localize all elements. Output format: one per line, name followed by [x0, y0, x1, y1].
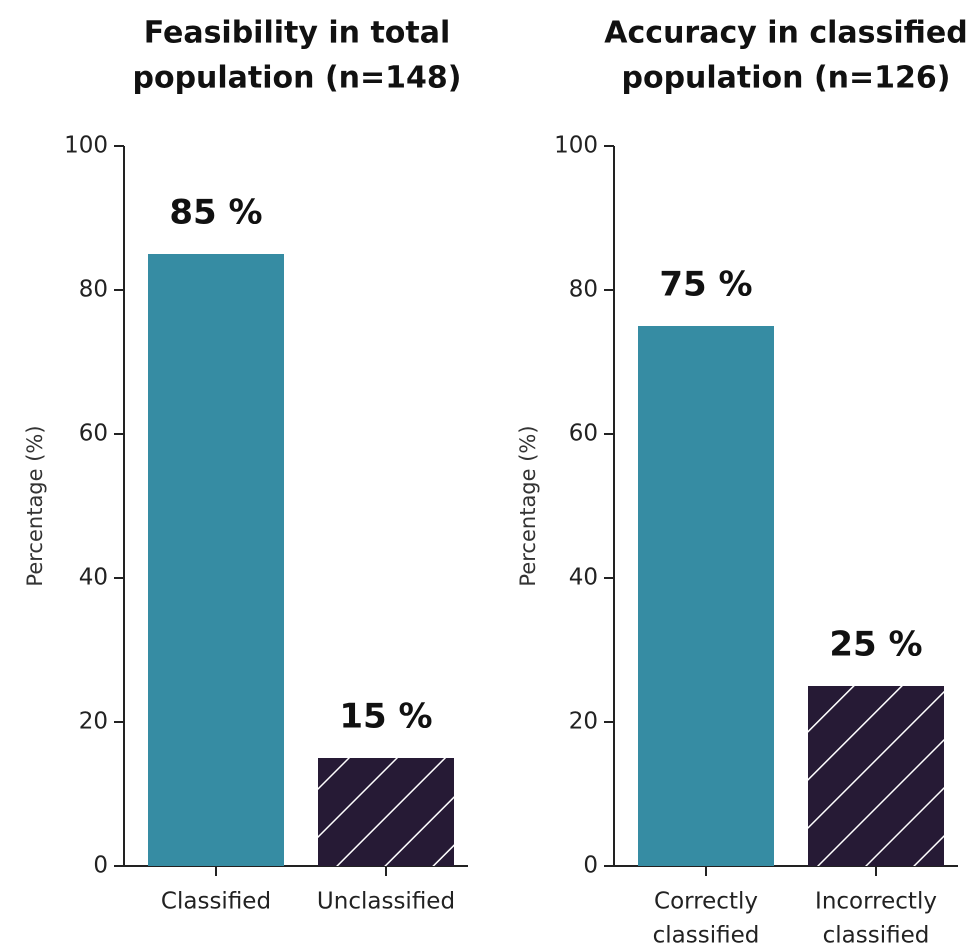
y-tick-label: 100: [64, 133, 108, 159]
bar-value-label: 25 %: [829, 625, 922, 665]
x-category-label: classified: [653, 923, 760, 949]
chart-title-line: Accuracy in classified: [604, 16, 967, 51]
bar-2: [318, 758, 454, 866]
chart-title-line: population (n=148): [132, 61, 461, 96]
chart-panel-1: Feasibility in total population (n=148) 0 2…: [23, 16, 468, 915]
x-category-label: Correctly: [654, 889, 758, 915]
bar-2: [808, 686, 944, 866]
y-tick-label: 80: [79, 277, 108, 303]
y-tick-label: 60: [79, 421, 108, 447]
y-tick-label: 40: [569, 565, 598, 591]
chart-title-line: population (n=126): [621, 61, 950, 96]
y-tick-label: 100: [554, 133, 598, 159]
x-category-label: classified: [823, 923, 930, 949]
x-category-label: Classified: [161, 889, 271, 915]
y-tick-label: 0: [93, 853, 108, 879]
y-axis-label: Percentage (%): [23, 425, 47, 586]
y-tick-label: 0: [583, 853, 598, 879]
bar-value-label: 75 %: [659, 265, 752, 305]
chart-title-line: Feasibility in total: [144, 16, 451, 51]
bar-value-label: 15 %: [339, 697, 432, 737]
y-tick-label: 20: [79, 709, 108, 735]
y-axis-label: Percentage (%): [516, 425, 540, 586]
bar-1: [638, 326, 774, 866]
chart-panel-2: Accuracy in classified population (n=126)…: [516, 16, 968, 949]
y-tick-label: 60: [569, 421, 598, 447]
x-category-label: Unclassified: [317, 889, 455, 915]
bar-value-label: 85 %: [169, 193, 262, 233]
y-tick-label: 80: [569, 277, 598, 303]
y-tick-label: 40: [79, 565, 108, 591]
y-tick-label: 20: [569, 709, 598, 735]
x-category-label: Incorrectly: [815, 889, 937, 915]
bar-1: [148, 254, 284, 866]
